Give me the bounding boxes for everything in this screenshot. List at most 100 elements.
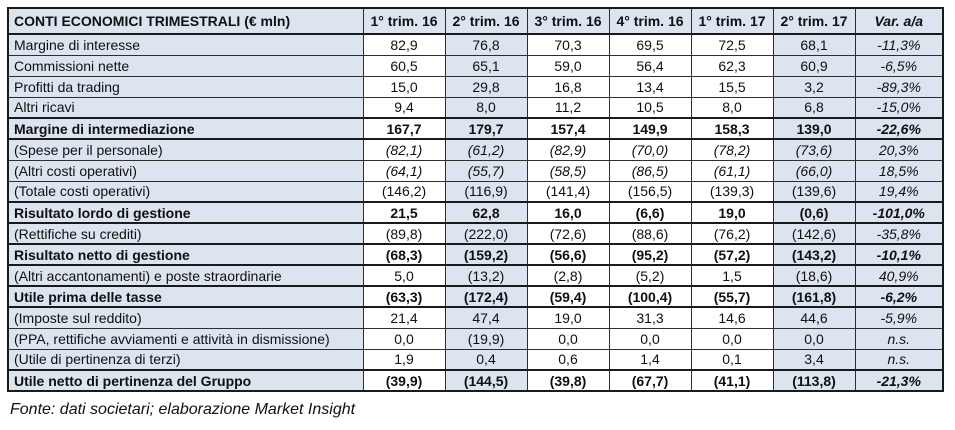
value-cell: (78,2): [690, 138, 774, 161]
value-cell: (95,2): [608, 243, 692, 266]
var-cell: -11,3%: [854, 33, 944, 56]
row-label: Commissioni nette: [7, 54, 364, 77]
value-cell: 59,0: [526, 54, 610, 77]
row-label: (Totale costi operativi): [7, 180, 364, 203]
row-label: Altri ricavi: [7, 96, 364, 119]
value-cell: 3,4: [772, 348, 856, 371]
value-cell: 60,5: [362, 54, 446, 77]
row-label: (PPA, rettifiche avviamenti e attività i…: [7, 327, 364, 350]
value-cell: (139,6): [772, 180, 856, 203]
value-cell: (41,1): [690, 369, 774, 392]
value-cell: 16,0: [526, 201, 610, 224]
table-row: Profitti da trading 15,0 29,8 16,8 13,4 15,5 3…: [7, 75, 944, 98]
value-cell: (172,4): [444, 285, 528, 308]
var-cell: n.s.: [854, 348, 944, 371]
value-cell: 9,4: [362, 96, 446, 119]
value-cell: (82,1): [362, 138, 446, 161]
value-cell: 82,9: [362, 33, 446, 56]
value-cell: 70,3: [526, 33, 610, 56]
value-cell: 10,5: [608, 96, 692, 119]
value-cell: 11,2: [526, 96, 610, 119]
quarterly-income-statement-table: CONTI ECONOMICI TRIMESTRALI (€ mln) 1° t…: [7, 7, 944, 392]
table-row: Margine di intermediazione 167,7 179,7 157,…: [7, 117, 944, 140]
table-row: (Utile di pertinenza di terzi) 1,9 0,4 0,6 1…: [7, 348, 944, 371]
value-cell: (55,7): [690, 285, 774, 308]
row-label: Risultato netto di gestione: [7, 243, 364, 266]
value-cell: (64,1): [362, 159, 446, 182]
value-cell: (61,2): [444, 138, 528, 161]
value-cell: 1,9: [362, 348, 446, 371]
value-cell: 72,5: [690, 33, 774, 56]
value-cell: 6,8: [772, 96, 856, 119]
column-header: 2° trim. 17: [772, 7, 856, 35]
value-cell: 5,0: [362, 264, 446, 287]
value-cell: 8,0: [690, 96, 774, 119]
value-cell: (59,4): [526, 285, 610, 308]
column-header: 1° trim. 17: [690, 7, 774, 35]
value-cell: 21,4: [362, 306, 446, 329]
value-cell: (76,2): [690, 222, 774, 245]
value-cell: 60,9: [772, 54, 856, 77]
var-cell: -10,1%: [854, 243, 944, 266]
value-cell: (116,9): [444, 180, 528, 203]
table-row: (Altri costi operativi) (64,1) (55,7) (58,5…: [7, 159, 944, 182]
table-row: (Imposte sul reddito) 21,4 47,4 19,0 31,3 14,…: [7, 306, 944, 329]
value-cell: 179,7: [444, 117, 528, 140]
value-cell: (19,9): [444, 327, 528, 350]
row-label: (Altri costi operativi): [7, 159, 364, 182]
var-cell: -21,3%: [854, 369, 944, 392]
row-label: Utile netto di pertinenza del Gruppo: [7, 369, 364, 392]
var-cell: -101,0%: [854, 201, 944, 224]
row-label: (Imposte sul reddito): [7, 306, 364, 329]
value-cell: 158,3: [690, 117, 774, 140]
table-row: Margine di interesse 82,9 76,8 70,3 69,5 72,5…: [7, 33, 944, 56]
column-header: 4° trim. 16: [608, 7, 692, 35]
value-cell: (55,7): [444, 159, 528, 182]
table-row: (PPA, rettifiche avviamenti e attività i…: [7, 327, 944, 350]
value-cell: 167,7: [362, 117, 446, 140]
value-cell: (5,2): [608, 264, 692, 287]
var-cell: 40,9%: [854, 264, 944, 287]
row-label: (Utile di pertinenza di terzi): [7, 348, 364, 371]
value-cell: 69,5: [608, 33, 692, 56]
value-cell: (67,7): [608, 369, 692, 392]
value-cell: 1,4: [608, 348, 692, 371]
value-cell: 16,8: [526, 75, 610, 98]
var-cell: 19,4%: [854, 180, 944, 203]
value-cell: (70,0): [608, 138, 692, 161]
var-cell: n.s.: [854, 327, 944, 350]
table-row: Altri ricavi 9,4 8,0 11,2 10,5 8,0 6,8 -15,0%: [7, 96, 944, 119]
column-header: 2° trim. 16: [444, 7, 528, 35]
value-cell: (2,8): [526, 264, 610, 287]
value-cell: 44,6: [772, 306, 856, 329]
value-cell: 139,0: [772, 117, 856, 140]
value-cell: 76,8: [444, 33, 528, 56]
table-row: (Altri accantonamenti) e poste straordin…: [7, 264, 944, 287]
column-header: 1° trim. 16: [362, 7, 446, 35]
row-label: Margine di interesse: [7, 33, 364, 56]
value-cell: 31,3: [608, 306, 692, 329]
value-cell: 21,5: [362, 201, 446, 224]
table-row: Risultato lordo di gestione 21,5 62,8 16,0(…: [7, 201, 944, 224]
var-cell: -6,5%: [854, 54, 944, 77]
value-cell: (13,2): [444, 264, 528, 287]
value-cell: (113,8): [772, 369, 856, 392]
table-title: CONTI ECONOMICI TRIMESTRALI (€ mln): [7, 7, 364, 35]
row-label: Risultato lordo di gestione: [7, 201, 364, 224]
table-row: (Spese per il personale) (82,1) (61,2) (82,…: [7, 138, 944, 161]
value-cell: (141,4): [526, 180, 610, 203]
column-header: 3° trim. 16: [526, 7, 610, 35]
row-label: (Rettifiche su crediti): [7, 222, 364, 245]
var-cell: -15,0%: [854, 96, 944, 119]
value-cell: 14,6: [690, 306, 774, 329]
value-cell: 62,8: [444, 201, 528, 224]
value-cell: 149,9: [608, 117, 692, 140]
value-cell: (39,9): [362, 369, 446, 392]
value-cell: 13,4: [608, 75, 692, 98]
value-cell: (143,2): [772, 243, 856, 266]
var-cell: 20,3%: [854, 138, 944, 161]
value-cell: 29,8: [444, 75, 528, 98]
value-cell: 0,1: [690, 348, 774, 371]
value-cell: (73,6): [772, 138, 856, 161]
var-cell: -89,3%: [854, 75, 944, 98]
